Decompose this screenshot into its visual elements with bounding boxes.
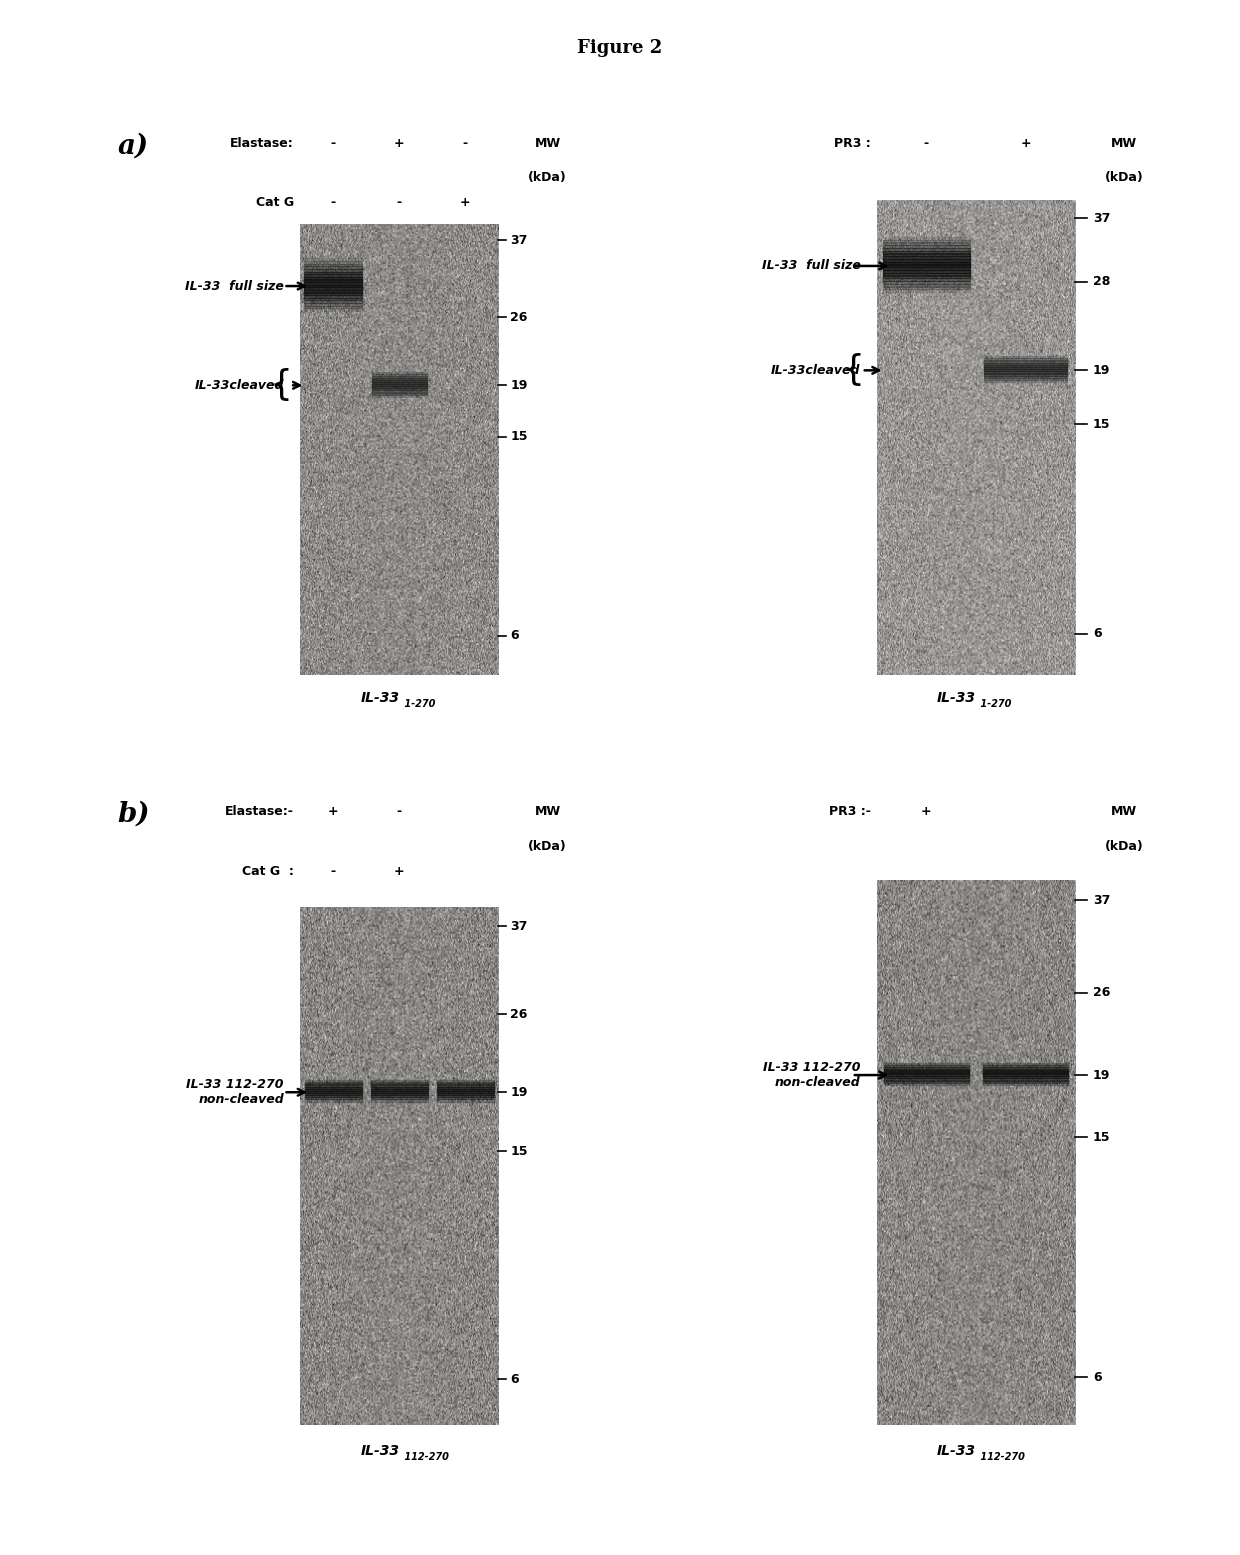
Text: 19: 19 [511,1085,528,1099]
Text: 37: 37 [1092,894,1110,907]
Text: (kDa): (kDa) [528,171,567,183]
Text: 19: 19 [1092,364,1110,376]
Text: 1-270: 1-270 [977,700,1012,709]
Text: -: - [924,137,929,149]
Text: IL-33cleaved: IL-33cleaved [771,364,861,376]
Text: -: - [397,196,402,208]
Text: 37: 37 [511,919,528,933]
Text: b): b) [118,801,150,827]
Text: 6: 6 [511,1373,520,1386]
Text: Cat G  :: Cat G : [242,865,294,877]
Text: IL-33  full size: IL-33 full size [185,280,284,292]
Text: PR3 :-: PR3 :- [828,805,870,818]
Text: {: { [269,369,293,403]
Text: -: - [463,137,467,149]
Text: 6: 6 [511,630,520,642]
Text: 37: 37 [1092,211,1110,224]
Text: -: - [331,137,336,149]
Text: Elastase:: Elastase: [231,137,294,149]
Text: IL-33cleaved: IL-33cleaved [195,379,284,392]
Text: 19: 19 [511,379,528,392]
Text: (kDa): (kDa) [1105,171,1143,183]
Text: -: - [331,196,336,208]
Text: 37: 37 [511,233,528,247]
Text: Elastase:-: Elastase:- [224,805,294,818]
Text: MW: MW [1111,805,1137,818]
Text: IL-33 112-270
non-cleaved: IL-33 112-270 non-cleaved [186,1078,284,1106]
Text: 112-270: 112-270 [977,1452,1025,1462]
Text: {: { [842,353,864,387]
Text: Cat G: Cat G [255,196,294,208]
Text: +: + [327,805,339,818]
Text: IL-33  full size: IL-33 full size [761,260,861,272]
Text: +: + [1021,137,1030,149]
Text: (kDa): (kDa) [1105,840,1143,852]
Text: 26: 26 [511,311,528,323]
Text: 26: 26 [1092,986,1110,1000]
Text: 15: 15 [511,431,528,443]
Text: 26: 26 [511,1008,528,1020]
Text: 28: 28 [1092,275,1110,288]
Text: +: + [921,805,931,818]
Text: IL-33: IL-33 [361,690,399,704]
Text: 6: 6 [1092,627,1101,641]
Text: MW: MW [534,805,560,818]
Text: (kDa): (kDa) [528,840,567,852]
Text: 19: 19 [1092,1068,1110,1082]
Text: 15: 15 [1092,1130,1111,1143]
Text: 112-270: 112-270 [401,1452,449,1462]
Text: +: + [460,196,471,208]
Text: MW: MW [534,137,560,149]
Text: 15: 15 [511,1144,528,1157]
Text: 15: 15 [1092,418,1111,431]
Text: a): a) [118,132,149,159]
Text: -: - [331,865,336,877]
Text: +: + [394,865,404,877]
Text: IL-33 112-270
non-cleaved: IL-33 112-270 non-cleaved [763,1061,861,1088]
Text: -: - [397,805,402,818]
Text: MW: MW [1111,137,1137,149]
Text: PR3 :: PR3 : [833,137,870,149]
Text: +: + [394,137,404,149]
Text: IL-33: IL-33 [937,1443,976,1457]
Text: 6: 6 [1092,1370,1101,1384]
Text: IL-33: IL-33 [937,690,976,704]
Text: IL-33: IL-33 [361,1443,399,1457]
Text: Figure 2: Figure 2 [578,39,662,58]
Text: 1-270: 1-270 [401,700,435,709]
